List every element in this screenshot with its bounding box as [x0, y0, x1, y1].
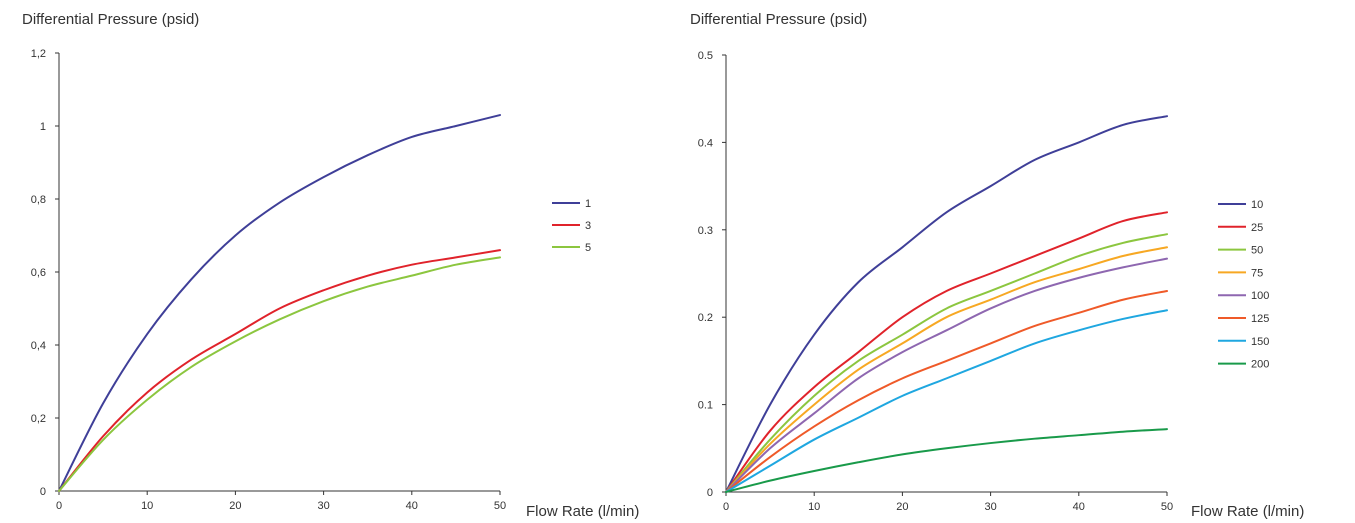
y-tick-label: 0: [40, 486, 46, 498]
legend-label-200: 200: [1251, 359, 1269, 371]
y-tick-label: 0,6: [31, 267, 46, 279]
y-tick-label: 0.5: [698, 50, 713, 62]
series-line-1: [58, 114, 501, 492]
legend-label-125: 125: [1251, 313, 1269, 325]
legend-label-75: 75: [1251, 267, 1263, 279]
series-line-125: [725, 289, 1168, 493]
y-tick-label: 0: [707, 487, 713, 499]
x-tick-label: 50: [494, 500, 506, 512]
x-tick-label: 10: [141, 500, 153, 512]
series-line-150: [725, 309, 1168, 493]
x-tick-label: 30: [984, 501, 996, 513]
legend-label-150: 150: [1251, 336, 1269, 348]
x-tick-label: 40: [406, 500, 418, 512]
x-axis-title: Flow Rate (l/min): [526, 503, 639, 520]
series-line-25: [725, 211, 1168, 493]
legend-label-3: 3: [585, 220, 591, 232]
x-tick-label: 10: [808, 501, 820, 513]
series-line-75: [725, 246, 1168, 493]
series-line-3: [58, 249, 501, 492]
series-line-10: [725, 115, 1168, 493]
x-tick-label: 20: [896, 501, 908, 513]
legend-label-1: 1: [585, 198, 591, 210]
chart-left: Differential Pressure (psid) Flow Rate (l…: [22, 11, 639, 520]
y-tick-label: 0.1: [698, 400, 713, 412]
legend-label-5: 5: [585, 242, 591, 254]
y-tick-label: 1: [40, 121, 46, 133]
legend-label-50: 50: [1251, 245, 1263, 257]
y-tick-label: 0,4: [31, 340, 46, 352]
y-tick-label: 0,8: [31, 194, 46, 206]
x-tick-label: 30: [317, 500, 329, 512]
y-tick-label: 1,2: [31, 48, 46, 60]
y-tick-label: 0.3: [698, 225, 713, 237]
legend-label-25: 25: [1251, 222, 1263, 234]
x-tick-label: 0: [56, 500, 62, 512]
x-tick-label: 20: [229, 500, 241, 512]
y-axis-title: Differential Pressure (psid): [690, 11, 867, 28]
chart-right: Differential Pressure (psid) Flow Rate (l…: [690, 11, 1304, 520]
series-line-100: [725, 257, 1168, 493]
legend-label-100: 100: [1251, 290, 1269, 302]
series-line-200: [725, 428, 1168, 493]
y-axis-title: Differential Pressure (psid): [22, 11, 199, 28]
y-tick-label: 0,2: [31, 413, 46, 425]
x-tick-label: 40: [1073, 501, 1085, 513]
series-line-5: [58, 256, 501, 492]
series-line-50: [725, 233, 1168, 493]
y-tick-label: 0.4: [698, 137, 713, 149]
y-tick-label: 0.2: [698, 312, 713, 324]
x-axis-title: Flow Rate (l/min): [1191, 503, 1304, 520]
legend-label-10: 10: [1251, 199, 1263, 211]
x-tick-label: 50: [1161, 501, 1173, 513]
x-tick-label: 0: [723, 501, 729, 513]
